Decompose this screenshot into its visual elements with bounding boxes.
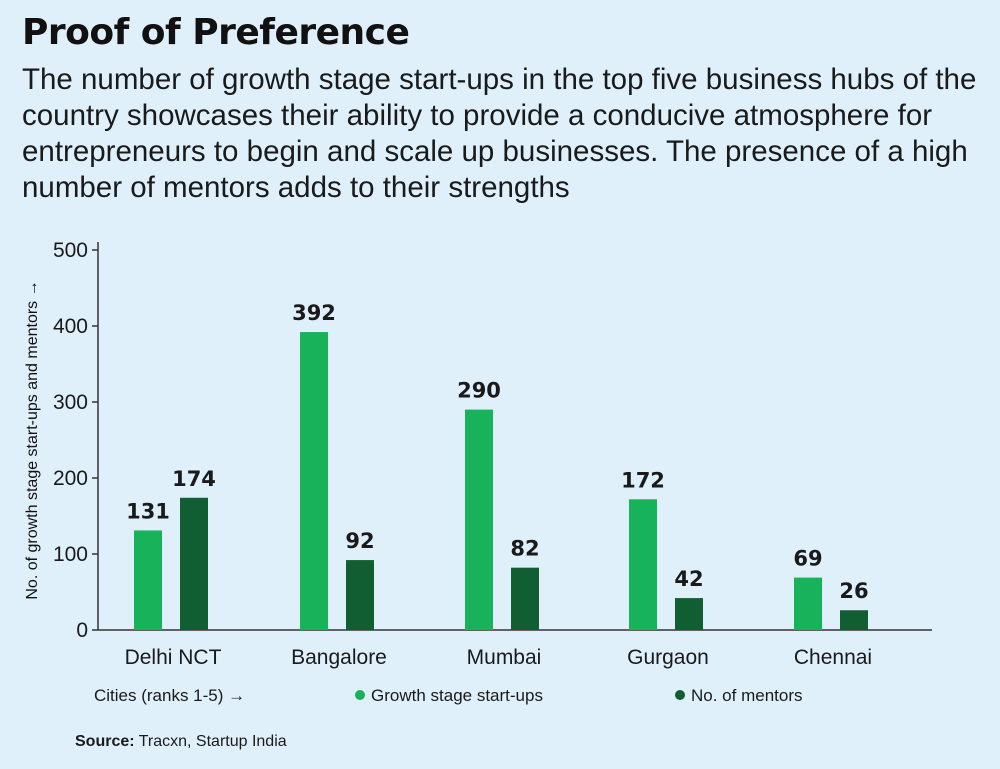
bar-growth: [629, 499, 657, 630]
chart-subtitle: The number of growth stage start-ups in …: [22, 63, 977, 204]
data-label: 131: [126, 499, 170, 523]
y-tick-label: 0: [76, 619, 88, 642]
legend-label: No. of mentors: [691, 686, 803, 705]
y-tick-label: 200: [53, 467, 88, 490]
y-tick-label: 100: [53, 543, 88, 566]
data-label: 26: [839, 579, 868, 603]
y-axis-title: No. of growth stage start-ups and mentor…: [24, 280, 41, 599]
bar-mentors: [511, 567, 539, 630]
bar-growth: [300, 332, 328, 630]
source-label: Source:: [75, 733, 135, 750]
bar-mentors: [675, 598, 703, 630]
category-label: Gurgaon: [627, 646, 709, 669]
category-label: Bangalore: [291, 646, 387, 669]
x-axis-title: Cities (ranks 1-5) →: [94, 686, 245, 705]
data-label: 82: [510, 537, 539, 561]
data-label: 92: [345, 529, 374, 553]
category-label: Mumbai: [467, 646, 542, 669]
data-label: 42: [674, 567, 703, 591]
bar-growth: [134, 530, 162, 630]
data-label: 174: [172, 467, 216, 491]
data-label: 172: [621, 468, 665, 492]
category-label: Chennai: [794, 646, 872, 669]
bar-mentors: [840, 610, 868, 630]
y-tick-label: 300: [53, 391, 88, 414]
legend-label: Growth stage start-ups: [371, 686, 543, 705]
legend-marker: [355, 690, 365, 700]
category-label: Delhi NCT: [125, 646, 222, 669]
data-label: 392: [292, 301, 336, 325]
legend-marker: [675, 690, 685, 700]
bar-growth: [465, 409, 493, 630]
source-note: Source: Tracxn, Startup India: [75, 733, 287, 751]
y-tick-label: 400: [53, 315, 88, 338]
bar-growth: [794, 577, 822, 630]
source-text: Tracxn, Startup India: [134, 733, 287, 750]
data-label: 290: [457, 379, 501, 403]
bar-mentors: [346, 560, 374, 630]
bar-mentors: [180, 497, 208, 630]
chart-title: Proof of Preference: [22, 12, 410, 53]
data-label: 69: [793, 547, 822, 571]
y-tick-label: 500: [53, 239, 88, 262]
